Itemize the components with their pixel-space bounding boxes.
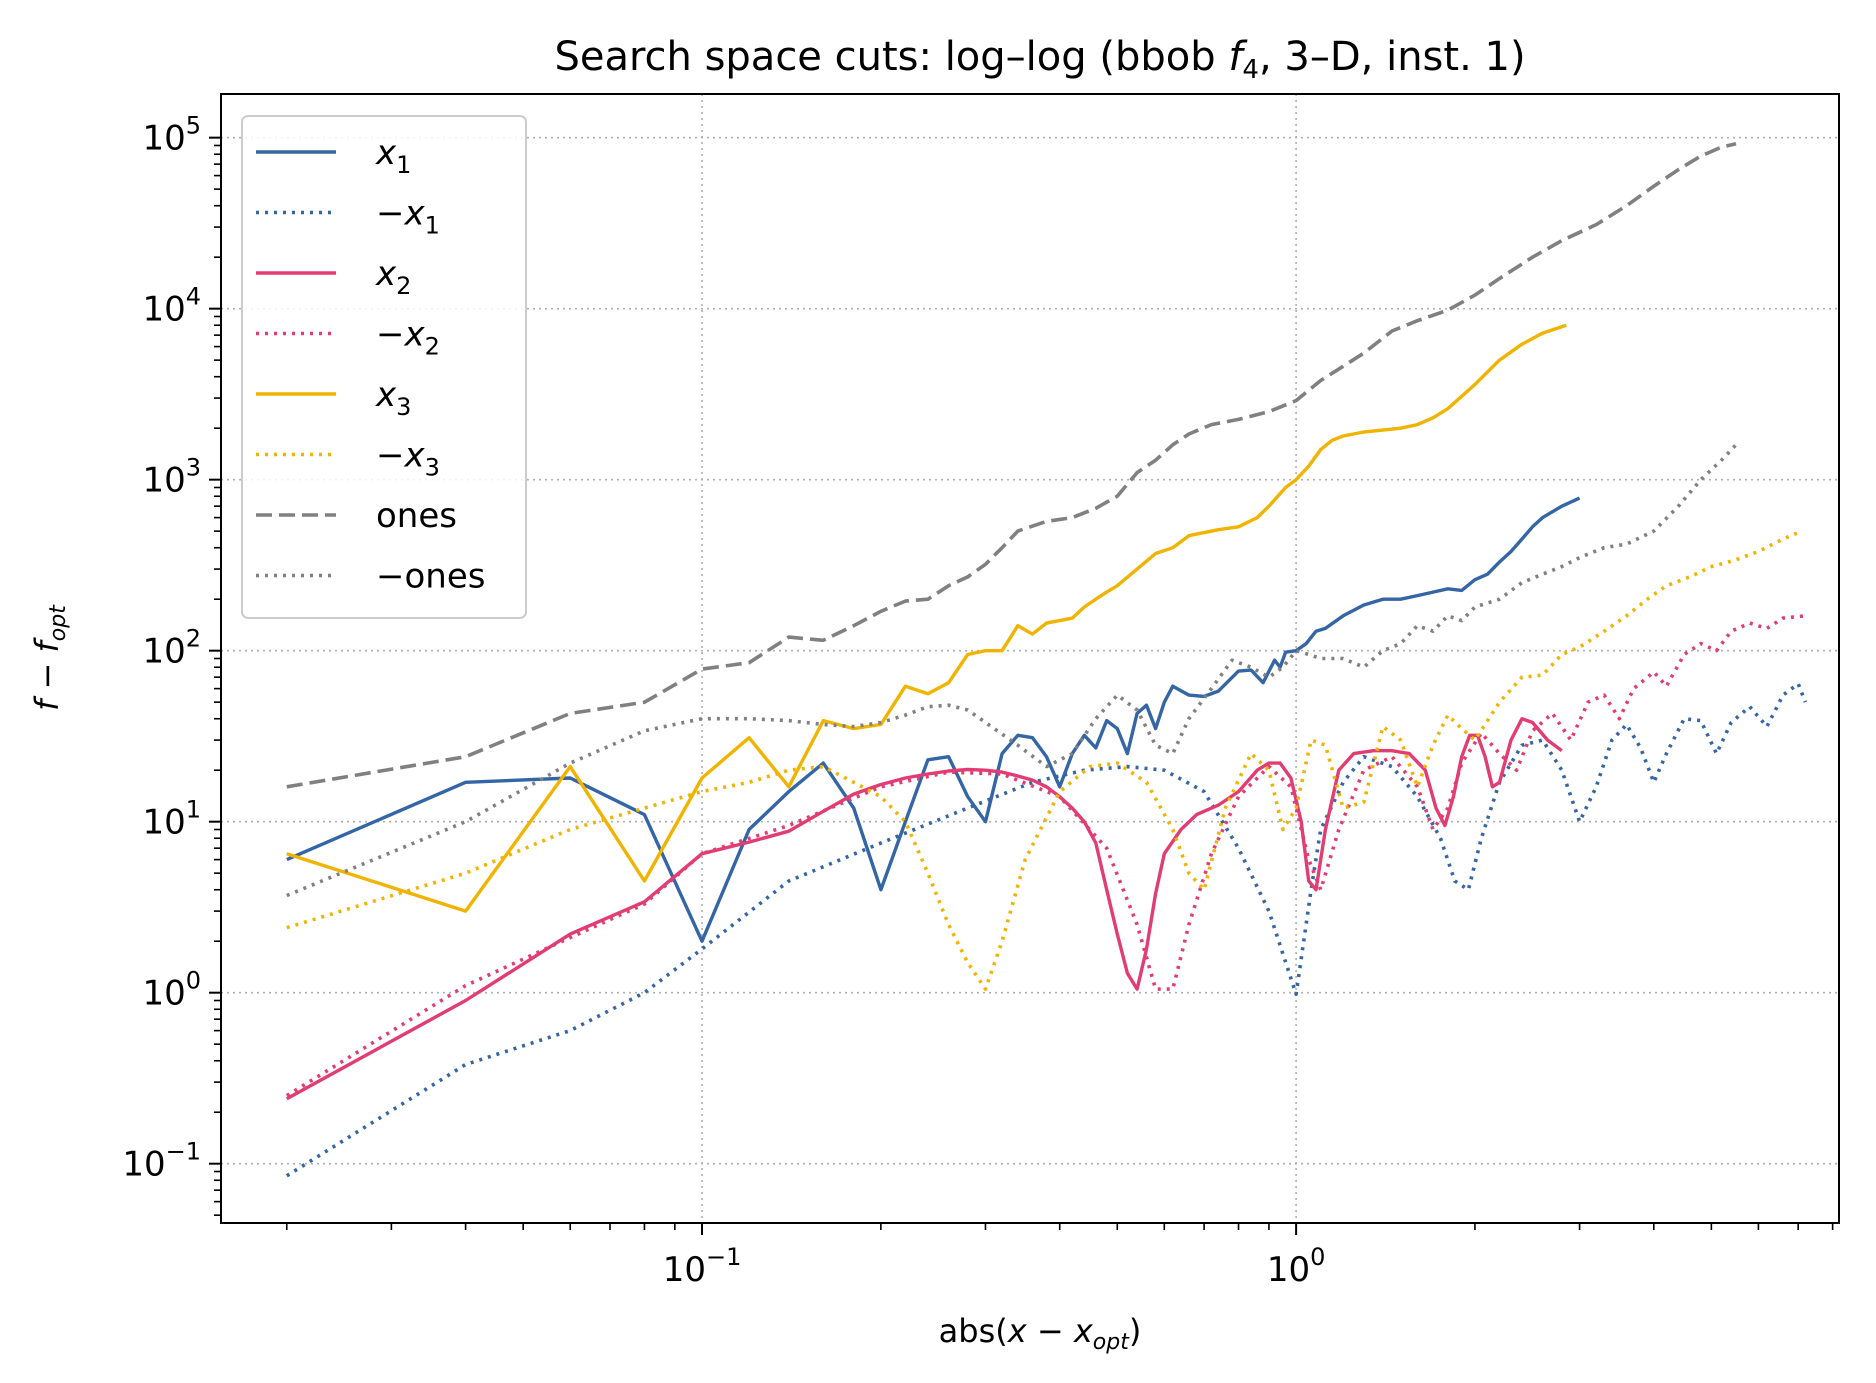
y-tick-label: 102 — [142, 625, 201, 672]
legend-label-3: −x2 — [376, 315, 440, 361]
x-axis-label: abs(x − xopt) — [939, 1312, 1142, 1355]
grid — [221, 94, 1839, 1223]
series-line-3 — [285, 614, 1806, 1098]
x-tick-label: 100 — [1267, 1243, 1326, 1290]
y-tick-label: 100 — [142, 967, 201, 1014]
legend: x1 −x1 x2 −x2 x3 −x3 ones −ones — [241, 115, 527, 619]
y-tick-label: 103 — [142, 454, 201, 501]
y-tick-label: 104 — [142, 283, 201, 330]
series-line-2 — [285, 717, 1563, 1101]
legend-label-1: −x1 — [376, 194, 440, 240]
series-line-4 — [286, 323, 1567, 913]
y-tick-label: 105 — [142, 112, 201, 159]
series-line-0 — [286, 496, 1581, 943]
legend-box — [241, 115, 527, 619]
series-line-6 — [286, 142, 1737, 789]
y-axis: 10−1 100 101 102 103 104 105 — [122, 112, 221, 1216]
series-line-7 — [286, 443, 1738, 898]
legend-label-7: −ones — [376, 557, 485, 597]
x-axis: 10−1 100 — [285, 1223, 1834, 1290]
y-tick-label: 101 — [142, 796, 201, 843]
legend-label-6: ones — [376, 496, 457, 536]
chart-title: Search space cuts: log–log (bbob f4, 3–D… — [554, 34, 1525, 85]
legend-label-4: x3 — [375, 375, 411, 421]
legend-label-2: x2 — [375, 254, 411, 300]
y-axis-label: f − fopt — [28, 604, 71, 711]
series-line-5 — [286, 529, 1803, 991]
legend-label-5: −x3 — [376, 436, 440, 482]
plot-area — [285, 142, 1808, 1178]
x-tick-label: 10−1 — [663, 1243, 742, 1290]
y-tick-label: 10−1 — [122, 1138, 201, 1185]
legend-label-0: x1 — [375, 133, 411, 179]
